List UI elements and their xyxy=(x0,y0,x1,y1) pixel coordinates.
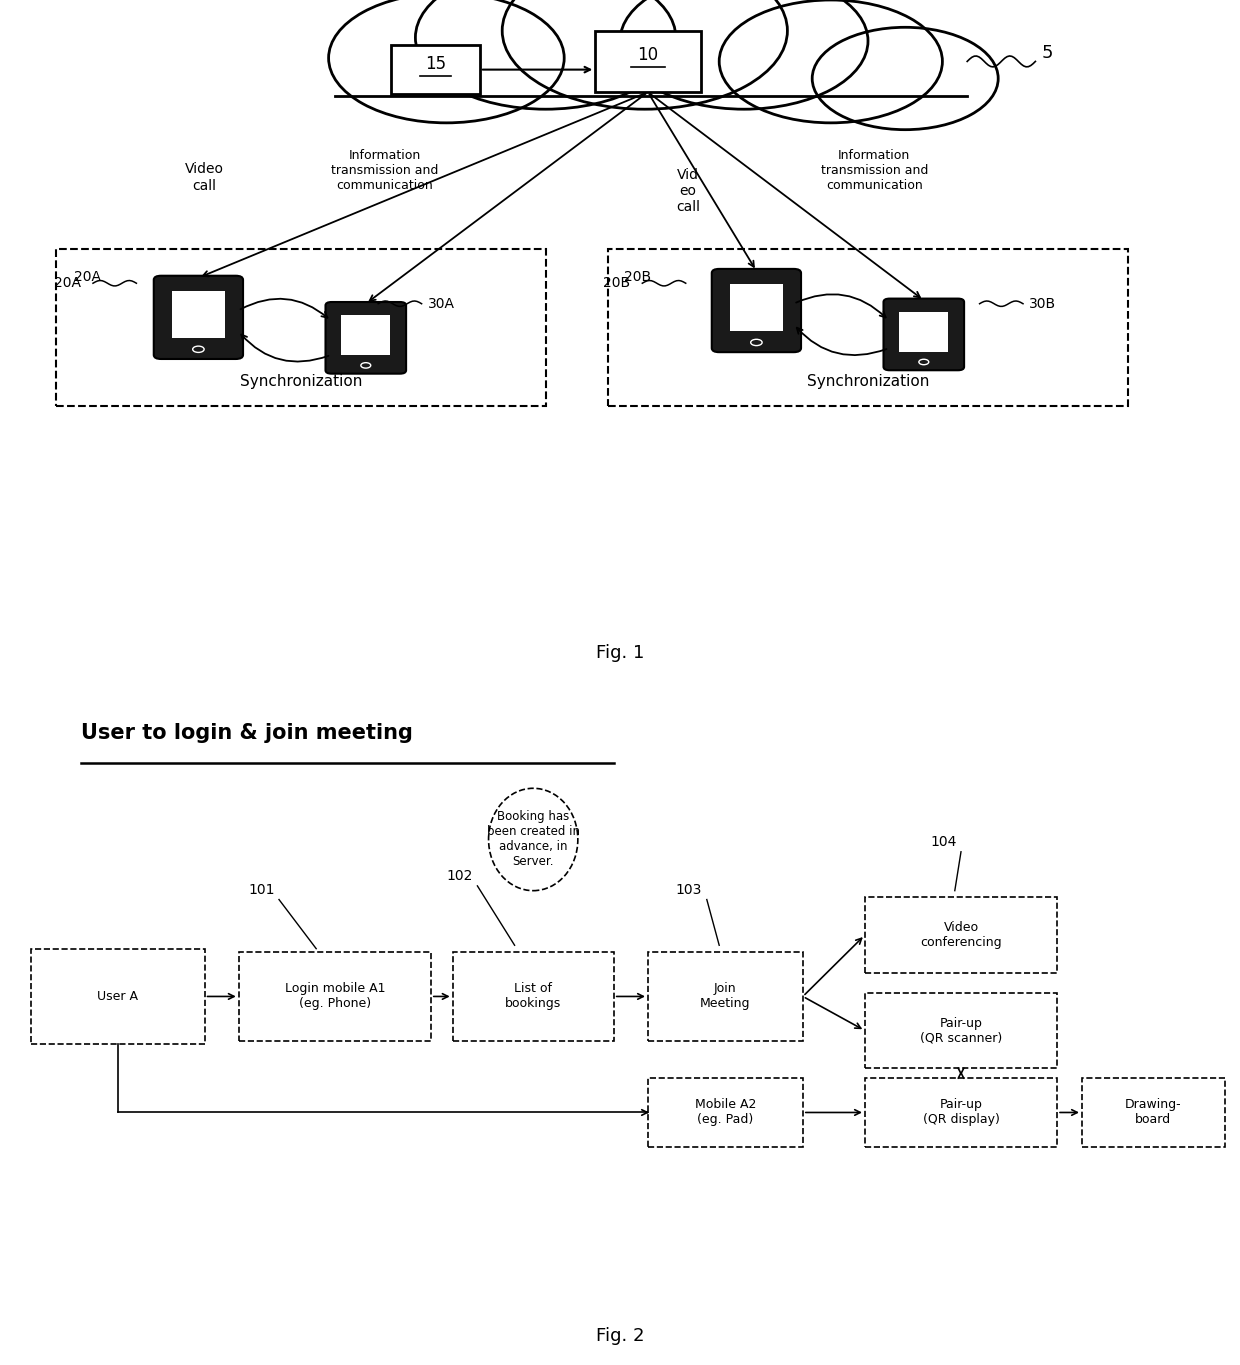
Bar xyxy=(238,953,432,1040)
Bar xyxy=(866,898,1056,972)
Text: Synchronization: Synchronization xyxy=(239,374,362,389)
Circle shape xyxy=(812,27,998,130)
Bar xyxy=(31,949,205,1044)
Text: Login mobile A1
(eg. Phone): Login mobile A1 (eg. Phone) xyxy=(284,983,386,1010)
Circle shape xyxy=(329,0,564,123)
Text: 10: 10 xyxy=(637,45,658,64)
Text: Fig. 1: Fig. 1 xyxy=(595,644,645,662)
Bar xyxy=(1081,1078,1225,1147)
Text: User A: User A xyxy=(97,990,139,1003)
Bar xyxy=(866,994,1056,1067)
Text: Fig. 2: Fig. 2 xyxy=(595,1327,645,1345)
Text: Mobile A2
(eg. Pad): Mobile A2 (eg. Pad) xyxy=(694,1099,756,1126)
Text: Video
conferencing: Video conferencing xyxy=(920,921,1002,949)
Bar xyxy=(647,953,804,1040)
Bar xyxy=(453,953,614,1040)
Text: 30B: 30B xyxy=(1029,296,1056,311)
Bar xyxy=(56,248,546,407)
Text: Information
transmission and
communication: Information transmission and communicati… xyxy=(821,149,928,192)
Text: Booking has
been created in
advance, in
Server.: Booking has been created in advance, in … xyxy=(486,811,580,868)
Text: 101: 101 xyxy=(248,883,274,897)
Text: 103: 103 xyxy=(676,883,702,897)
Text: Join
Meeting: Join Meeting xyxy=(701,983,750,1010)
Text: 102: 102 xyxy=(446,870,472,883)
Text: Pair-up
(QR scanner): Pair-up (QR scanner) xyxy=(920,1017,1002,1044)
Text: 104: 104 xyxy=(930,835,956,849)
Ellipse shape xyxy=(489,789,578,891)
Bar xyxy=(647,1078,804,1147)
Circle shape xyxy=(415,0,676,109)
FancyBboxPatch shape xyxy=(712,269,801,352)
Bar xyxy=(866,1078,1056,1147)
Bar xyxy=(608,248,1128,407)
Bar xyxy=(335,41,967,96)
Circle shape xyxy=(620,0,868,109)
Text: 5: 5 xyxy=(1042,44,1053,61)
Text: 20B: 20B xyxy=(624,270,651,284)
Text: Drawing-
board: Drawing- board xyxy=(1125,1099,1182,1126)
Bar xyxy=(595,31,701,93)
FancyBboxPatch shape xyxy=(325,302,405,374)
Bar xyxy=(341,315,391,355)
Circle shape xyxy=(719,0,942,123)
FancyBboxPatch shape xyxy=(154,276,243,359)
Text: Pair-up
(QR display): Pair-up (QR display) xyxy=(923,1099,999,1126)
Text: 30A: 30A xyxy=(428,296,455,311)
Text: 15: 15 xyxy=(424,55,446,74)
Text: Synchronization: Synchronization xyxy=(807,374,929,389)
Bar xyxy=(347,44,955,96)
Text: Video
call: Video call xyxy=(185,162,224,192)
Bar xyxy=(391,45,480,94)
Text: Vid
eo
call: Vid eo call xyxy=(676,168,701,214)
Text: 20B: 20B xyxy=(603,276,630,291)
Bar xyxy=(729,284,784,330)
Text: List of
bookings: List of bookings xyxy=(505,983,562,1010)
Text: Information
transmission and
communication: Information transmission and communicati… xyxy=(331,149,438,192)
Bar xyxy=(899,311,949,352)
Text: 20A: 20A xyxy=(53,276,81,291)
FancyBboxPatch shape xyxy=(883,299,965,370)
Text: User to login & join meeting: User to login & join meeting xyxy=(81,723,413,744)
Circle shape xyxy=(502,0,787,109)
Text: 20A: 20A xyxy=(74,270,102,284)
Bar xyxy=(171,291,226,337)
